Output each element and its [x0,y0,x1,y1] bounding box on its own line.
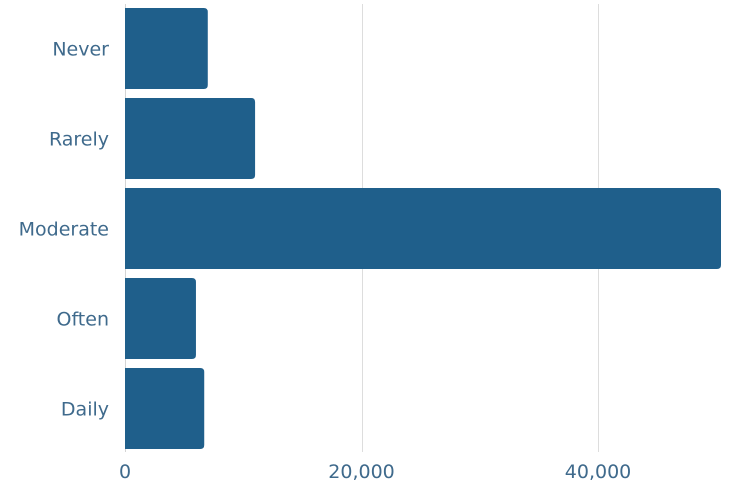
x-tick-label: 40,000 [565,461,631,483]
bar-rarely [125,98,256,179]
bar-daily [125,368,205,449]
category-label-rarely: Rarely [49,129,109,151]
category-label-never: Never [52,39,109,61]
category-labels: Never Rarely Moderate Often Daily [19,39,110,421]
x-tick-labels: 0 20,000 40,000 [119,461,631,483]
category-label-daily: Daily [61,399,109,421]
x-tick-label: 20,000 [328,461,394,483]
x-tick-label: 0 [119,461,131,483]
category-label-moderate: Moderate [19,219,109,241]
bar-often [125,278,196,359]
bar-never [125,8,208,89]
bar-moderate [125,188,721,269]
bars [125,8,721,449]
category-label-often: Often [57,309,110,331]
